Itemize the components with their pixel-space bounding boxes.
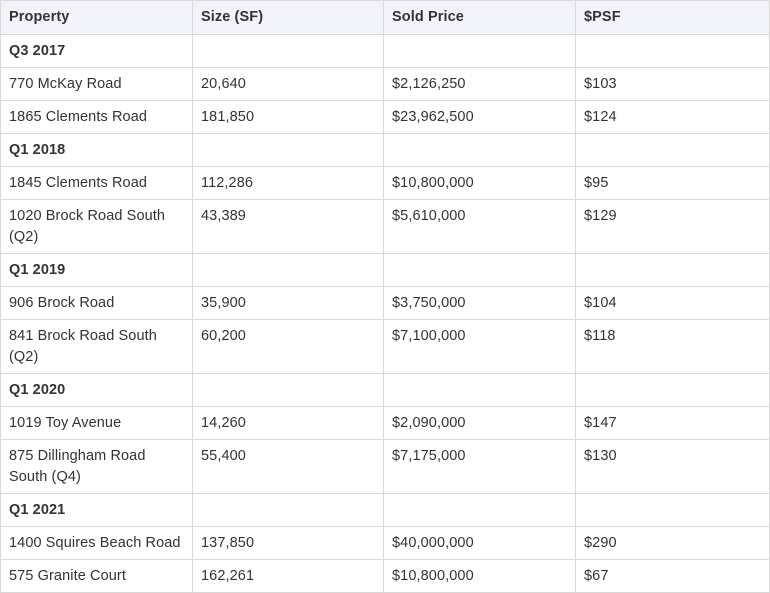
empty-cell [383,373,576,407]
empty-cell [575,373,770,407]
price-cell: $7,175,000 [383,439,576,494]
empty-cell [192,493,384,527]
table-row: 770 McKay Road 20,640 $2,126,250 $103 [0,67,770,101]
section-label: Q3 2017 [0,34,193,68]
empty-cell [575,133,770,167]
table-row: 875 Dillingham Road South (Q4) 55,400 $7… [0,439,770,494]
section-row: Q1 2018 [0,133,770,167]
size-cell: 20,640 [192,67,384,101]
price-cell: $3,750,000 [383,286,576,320]
psf-cell: $95 [575,166,770,200]
size-cell: 162,261 [192,559,384,593]
property-cell: 1019 Toy Avenue [0,406,193,440]
psf-cell: $103 [575,67,770,101]
size-cell: 35,900 [192,286,384,320]
price-cell: $2,126,250 [383,67,576,101]
psf-cell: $129 [575,199,770,254]
size-cell: 181,850 [192,100,384,134]
empty-cell [192,34,384,68]
price-cell: $10,800,000 [383,559,576,593]
table-row: 1845 Clements Road 112,286 $10,800,000 $… [0,166,770,200]
psf-cell: $67 [575,559,770,593]
header-sold-price: Sold Price [383,0,576,35]
empty-cell [192,253,384,287]
price-cell: $7,100,000 [383,319,576,374]
property-cell: 1400 Squires Beach Road [0,526,193,560]
psf-cell: $104 [575,286,770,320]
size-cell: 137,850 [192,526,384,560]
empty-cell [575,253,770,287]
table-header: Property Size (SF) Sold Price $PSF [0,0,770,35]
size-cell: 14,260 [192,406,384,440]
table-row: 1865 Clements Road 181,850 $23,962,500 $… [0,100,770,134]
property-cell: 575 Granite Court [0,559,193,593]
section-row: Q3 2017 [0,34,770,68]
price-cell: $23,962,500 [383,100,576,134]
header-psf: $PSF [575,0,770,35]
property-cell: 875 Dillingham Road South (Q4) [0,439,193,494]
empty-cell [575,34,770,68]
price-cell: $5,610,000 [383,199,576,254]
section-label: Q1 2019 [0,253,193,287]
empty-cell [383,253,576,287]
table-row: 575 Granite Court 162,261 $10,800,000 $6… [0,559,770,593]
table-row: 906 Brock Road 35,900 $3,750,000 $104 [0,286,770,320]
section-row: Q1 2020 [0,373,770,407]
size-cell: 55,400 [192,439,384,494]
property-cell: 1845 Clements Road [0,166,193,200]
property-cell: 906 Brock Road [0,286,193,320]
psf-cell: $147 [575,406,770,440]
table-body: Q3 2017 770 McKay Road 20,640 $2,126,250… [0,34,770,593]
section-label: Q1 2018 [0,133,193,167]
size-cell: 43,389 [192,199,384,254]
section-label: Q1 2020 [0,373,193,407]
empty-cell [192,133,384,167]
price-cell: $2,090,000 [383,406,576,440]
psf-cell: $130 [575,439,770,494]
psf-cell: $290 [575,526,770,560]
header-size: Size (SF) [192,0,384,35]
table-row: 1020 Brock Road South (Q2) 43,389 $5,610… [0,199,770,254]
section-row: Q1 2019 [0,253,770,287]
empty-cell [192,373,384,407]
property-cell: 770 McKay Road [0,67,193,101]
header-row: Property Size (SF) Sold Price $PSF [0,0,770,35]
table-row: 1019 Toy Avenue 14,260 $2,090,000 $147 [0,406,770,440]
size-cell: 60,200 [192,319,384,374]
property-cell: 1020 Brock Road South (Q2) [0,199,193,254]
section-row: Q1 2021 [0,493,770,527]
empty-cell [383,133,576,167]
property-cell: 1865 Clements Road [0,100,193,134]
property-cell: 841 Brock Road South (Q2) [0,319,193,374]
section-label: Q1 2021 [0,493,193,527]
table-row: 1400 Squires Beach Road 137,850 $40,000,… [0,526,770,560]
psf-cell: $118 [575,319,770,374]
header-property: Property [0,0,193,35]
size-cell: 112,286 [192,166,384,200]
price-cell: $40,000,000 [383,526,576,560]
table-row: 841 Brock Road South (Q2) 60,200 $7,100,… [0,319,770,374]
price-cell: $10,800,000 [383,166,576,200]
psf-cell: $124 [575,100,770,134]
empty-cell [383,34,576,68]
empty-cell [383,493,576,527]
empty-cell [575,493,770,527]
